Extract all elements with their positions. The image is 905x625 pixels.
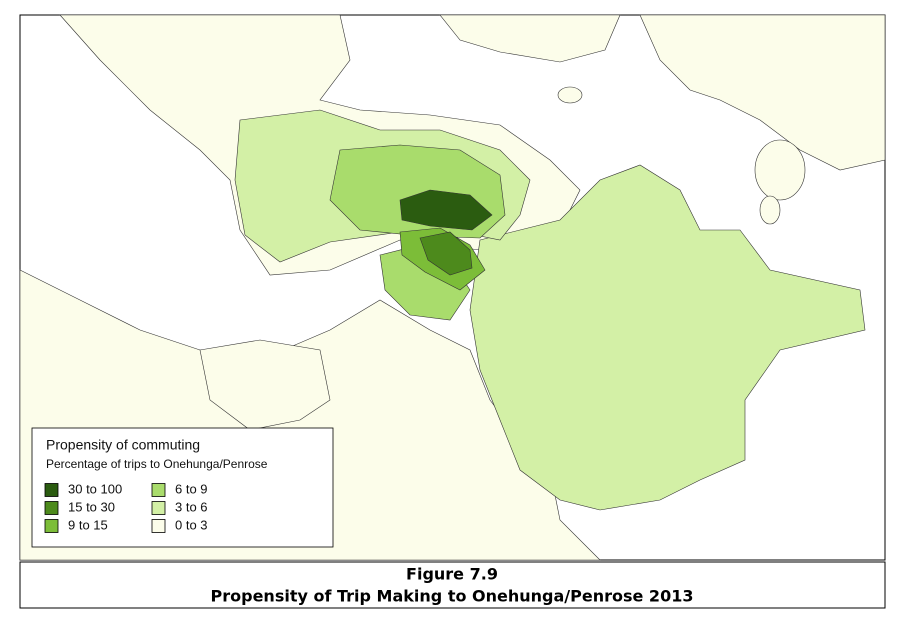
legend-items: 30 to 100 15 to 30 9 to 15 6 to 9 3 to 6 0 to… <box>44 481 208 533</box>
penrose-area <box>399 189 493 231</box>
legend-swatch <box>151 501 166 515</box>
legend-label: 0 to 3 <box>175 517 208 532</box>
legend-swatch <box>44 501 59 515</box>
caption-box <box>19 561 886 609</box>
legend-label: 30 to 100 <box>68 481 122 496</box>
eastern-suburbs <box>469 164 866 511</box>
north-east-land <box>639 14 886 171</box>
legend-label: 15 to 30 <box>68 499 115 514</box>
island <box>754 139 806 201</box>
north-islands <box>439 14 621 63</box>
legend-swatch <box>151 483 166 497</box>
legend-swatch <box>44 519 59 533</box>
legend-swatch <box>44 483 59 497</box>
figure-title: Propensity of Trip Making to Onehunga/Pe… <box>211 587 694 606</box>
legend-swatch <box>151 519 166 533</box>
legend-label: 3 to 6 <box>175 499 208 514</box>
legend-box <box>31 427 334 548</box>
legend-label: 9 to 15 <box>68 517 108 532</box>
legend: Propensity of commuting Percentage of tr… <box>31 427 334 548</box>
island <box>759 195 781 225</box>
legend-title: Propensity of commuting <box>46 437 200 453</box>
figure-number: Figure 7.9 <box>406 565 498 584</box>
west-island <box>199 339 331 431</box>
island <box>557 86 583 104</box>
legend-subtitle: Percentage of trips to Onehunga/Penrose <box>46 457 268 471</box>
onehunga-area <box>419 231 473 276</box>
legend-label: 6 to 9 <box>175 481 208 496</box>
